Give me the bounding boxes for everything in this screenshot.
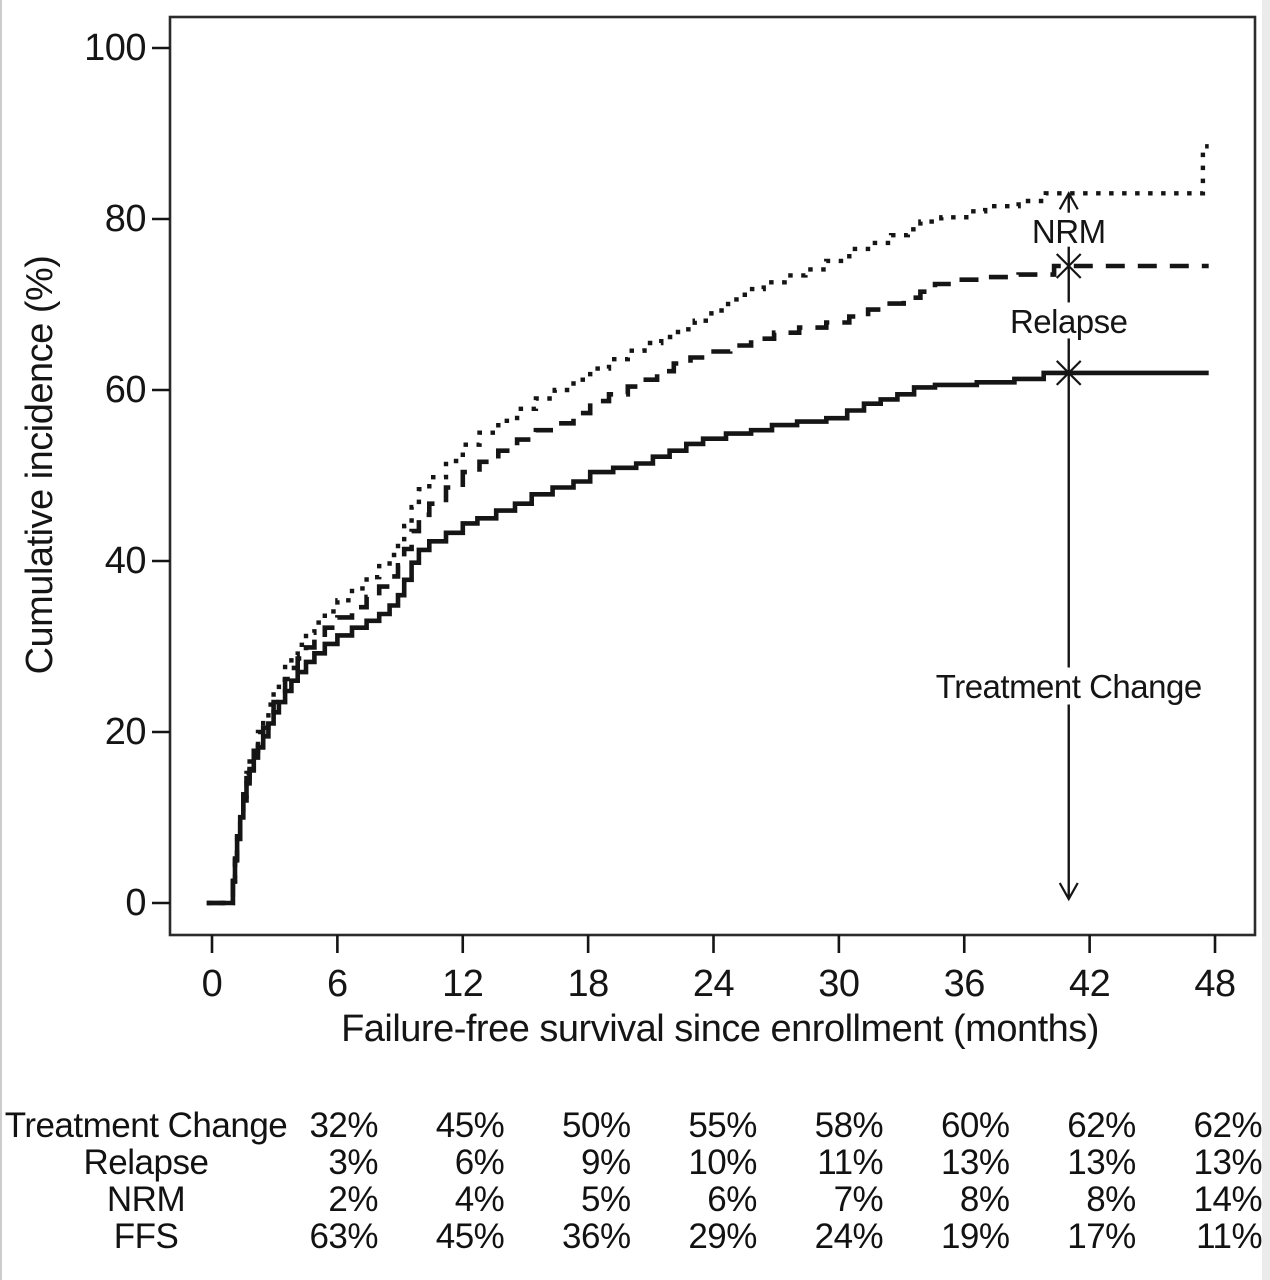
table-row-treatment-change: Treatment Change 32% 45% 50% 55% 58% 60% 62% 62% [0,1107,1270,1144]
table-cell: 7% [833,1180,884,1219]
table-cell: 62% [1067,1106,1136,1145]
table-cell: 63% [309,1217,378,1256]
y-axis-ticks: 0 20 40 60 80 100 [84,27,170,924]
curve-solid-treatment-change [206,370,1209,906]
table-cell: 32% [309,1106,378,1145]
table-cell: 55% [688,1106,757,1145]
table-cell: 11% [817,1143,884,1182]
x-axis-ticks: 0 6 12 18 24 30 36 42 48 [202,935,1236,1005]
table-row-relapse: Relapse 3% 6% 9% 10% 11% 13% 13% 13% [0,1144,1270,1181]
arrowhead-down [1058,882,1079,902]
table-row-nrm: NRM 2% 4% 5% 6% 7% 8% 8% 14% [0,1181,1270,1218]
annotation-label-treatment-change: Treatment Change [936,668,1202,705]
table-row-label: Treatment Change [4,1106,288,1145]
x-tick-label: 36 [944,963,985,1005]
arrow-cross-mark [1055,253,1082,279]
table-cell: 45% [435,1217,505,1256]
x-axis-title: Failure-free survival since enrollment (… [341,1008,1099,1050]
table-cell: 8% [1086,1180,1136,1219]
table-cell: 9% [581,1143,631,1182]
incidence-curves [206,144,1209,906]
table-cell: 8% [959,1180,1010,1219]
y-tick-label: 40 [105,540,146,582]
page-right-edge [1262,0,1270,1280]
table-row-ffs: FFS 63% 45% 36% 29% 24% 19% 17% 11% [0,1218,1270,1255]
table-cell: 13% [940,1143,1010,1182]
table-cell: 10% [688,1143,757,1182]
table-cell: 13% [1067,1143,1136,1182]
table-cell: 62% [1193,1106,1263,1145]
arrow-annotations: NRM Relapse Treatment Change [936,191,1202,902]
y-tick-label: 0 [125,882,146,924]
x-tick-label: 24 [693,963,735,1005]
arrow-cross-mark [1055,360,1082,386]
table-row-label: Relapse [83,1143,209,1182]
table-cell: 4% [454,1180,505,1219]
table-cell: 13% [1193,1143,1263,1182]
table-row-label: NRM [106,1180,186,1219]
table-cell: 50% [562,1106,631,1145]
page-left-edge [0,0,2,1280]
table-cell: 58% [814,1106,884,1145]
chart-canvas: 0 20 40 60 80 100 0 6 12 18 24 30 36 42 48 NRM Relapse… [19,15,1257,1050]
x-tick-label: 18 [567,963,608,1005]
x-tick-label: 48 [1194,963,1235,1005]
curve-dotted-treatment-change-relapse-nrm [206,144,1209,906]
table-cell: 17% [1067,1217,1136,1256]
table-cell: 6% [707,1180,757,1219]
incidence-summary-table: Treatment Change 32% 45% 50% 55% 58% 60% 62% 62%… [0,1107,1270,1255]
x-tick-label: 6 [327,963,348,1005]
table-cell: 29% [688,1217,757,1256]
table-row-label: FFS [113,1217,179,1256]
x-tick-label: 30 [818,963,859,1005]
table-cell: 36% [562,1217,631,1256]
table-cell: 19% [940,1217,1010,1256]
table-cell: 45% [435,1106,505,1145]
x-tick-label: 12 [442,963,483,1005]
plot-border [168,15,1257,937]
table-cell: 6% [454,1143,505,1182]
table-cell: 5% [581,1180,631,1219]
annotation-label-nrm: NRM [1032,213,1106,250]
y-tick-label: 100 [84,27,146,69]
table-cell: 2% [328,1180,378,1219]
y-axis-title: Cumulative incidence (%) [19,256,61,675]
curve-dashed-treatment-change-relapse [206,263,1209,906]
table-cell: 14% [1193,1180,1263,1219]
x-tick-label: 0 [202,963,223,1005]
table-cell: 60% [940,1106,1010,1145]
table-cell: 11% [1196,1217,1263,1256]
table-cell: 3% [328,1143,378,1182]
table-cell: 24% [814,1217,884,1256]
y-tick-label: 80 [105,198,146,240]
arrowhead-up [1058,191,1079,210]
annotation-label-relapse: Relapse [1010,303,1128,340]
y-tick-label: 60 [105,369,146,411]
y-tick-label: 20 [105,711,146,753]
x-tick-label: 42 [1069,963,1110,1005]
